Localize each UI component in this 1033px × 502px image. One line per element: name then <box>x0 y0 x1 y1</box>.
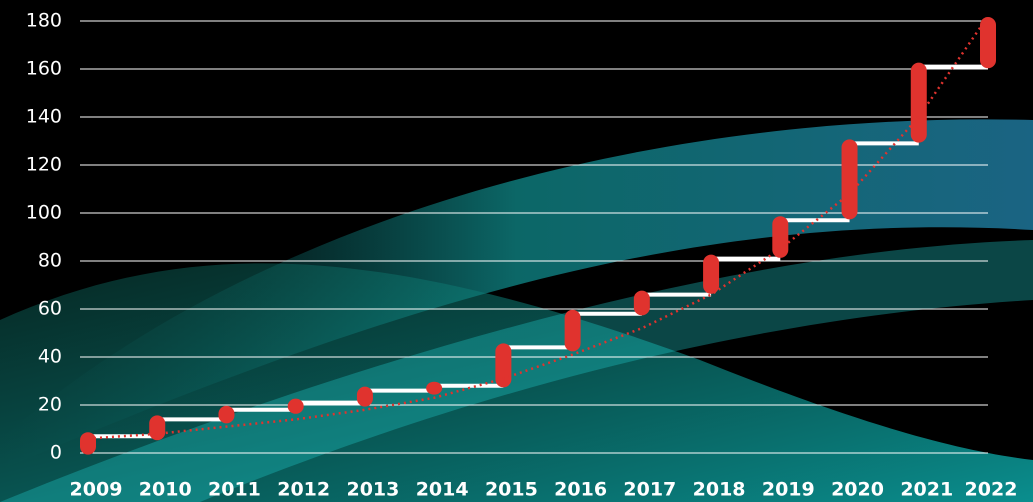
background-swoosh <box>0 240 1033 502</box>
y-tick-label: 60 <box>38 298 62 320</box>
background-swoosh <box>0 263 1033 502</box>
trendline <box>87 15 990 440</box>
bar <box>633 290 650 316</box>
x-tick-label: 2018 <box>693 479 746 501</box>
x-tick-label: 2021 <box>900 479 953 501</box>
bar <box>772 216 789 258</box>
y-tick-label: 120 <box>26 154 62 176</box>
x-tick-label: 2014 <box>416 479 469 501</box>
y-tick-label: 160 <box>26 58 62 80</box>
bar <box>564 309 581 352</box>
bar <box>980 17 996 69</box>
bar <box>703 254 720 294</box>
background-swoosh <box>0 119 1033 470</box>
bar <box>356 386 373 407</box>
bar <box>910 62 927 143</box>
labels: 0 20 40 60 80 100 120 140 160 180 2009 2010 2011 2012… <box>26 10 1018 501</box>
y-tick-label: 140 <box>26 106 62 128</box>
x-tick-label: 2016 <box>554 479 607 501</box>
x-tick-label: 2009 <box>70 479 123 501</box>
y-tick-label: 180 <box>26 10 62 32</box>
bar <box>495 343 512 388</box>
y-tick-label: 20 <box>38 394 62 416</box>
marks <box>80 15 996 455</box>
x-tick-label: 2010 <box>139 479 192 501</box>
bar <box>426 381 443 395</box>
y-tick-label: 80 <box>38 250 62 272</box>
x-tick-label: 2013 <box>346 479 399 501</box>
y-tick-label: 40 <box>38 346 62 368</box>
x-tick-label: 2020 <box>831 479 884 501</box>
bar <box>287 398 304 414</box>
grid <box>80 20 988 454</box>
x-tick-label: 2015 <box>485 479 538 501</box>
bar <box>149 415 166 441</box>
x-tick-label: 2012 <box>277 479 330 501</box>
bar <box>841 139 858 220</box>
x-tick-label: 2017 <box>623 479 676 501</box>
bar <box>218 405 235 424</box>
bar <box>80 432 96 455</box>
y-tick-label: 100 <box>26 202 62 224</box>
x-tick-label: 2019 <box>762 479 815 501</box>
x-tick-label: 2011 <box>208 479 261 501</box>
x-tick-label: 2022 <box>965 479 1018 501</box>
y-tick-label: 0 <box>50 442 62 464</box>
